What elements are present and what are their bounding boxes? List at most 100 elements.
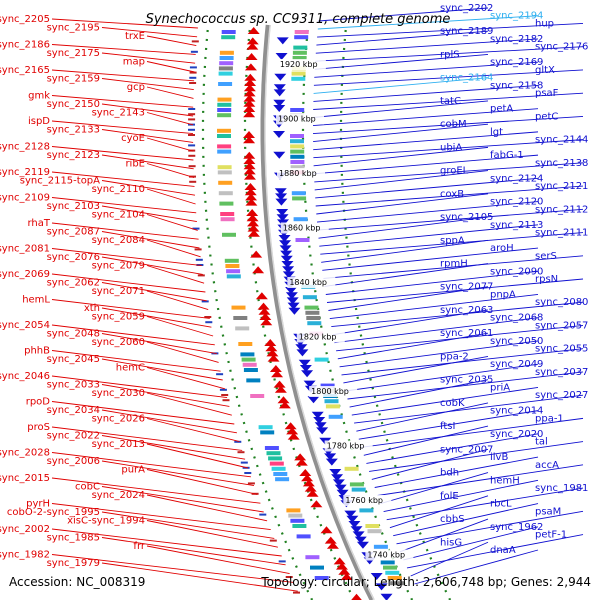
gene-label[interactable]: bdh — [440, 468, 459, 479]
gene-label[interactable]: sync_2068 — [490, 313, 543, 324]
gene-label[interactable]: coxB — [440, 189, 464, 200]
gene-label[interactable]: sync_1962 — [490, 522, 543, 533]
gene-label[interactable]: hup — [535, 18, 554, 29]
gene-label[interactable]: tatC — [440, 96, 461, 107]
gene-label[interactable]: sync_2059 — [92, 312, 145, 323]
gene-label[interactable]: lgt — [490, 127, 503, 138]
gene-label[interactable]: pnpA — [490, 289, 516, 300]
gene-label[interactable]: xth — [84, 303, 100, 314]
gene-label[interactable]: sync_2014 — [490, 406, 543, 417]
gene-label[interactable]: sync_1985 — [47, 533, 100, 544]
gene-label[interactable]: sync_2030 — [92, 388, 145, 399]
gene-label[interactable]: sync_2090 — [490, 266, 543, 277]
gene-label[interactable]: sync_2054 — [0, 320, 50, 331]
gene-label[interactable]: sync_2048 — [47, 329, 100, 340]
gene-label[interactable]: tal — [535, 437, 548, 448]
gene-label[interactable]: ftsI — [440, 421, 455, 432]
gene-label[interactable]: sync_2120 — [490, 197, 543, 208]
gene-label[interactable]: sync_2115-topA — [20, 176, 100, 187]
gene-label[interactable]: sync_2022 — [47, 431, 100, 442]
gene-label[interactable]: dnaA — [490, 545, 516, 556]
gene-label[interactable]: sppA — [440, 235, 465, 246]
gene-label[interactable]: sync_2194 — [490, 11, 543, 22]
gene-label[interactable]: accA — [535, 460, 559, 471]
gene-label[interactable]: sync_2109 — [0, 193, 50, 204]
gene-label[interactable]: sync_2112 — [535, 204, 588, 215]
gene-label[interactable]: sync_2049 — [490, 359, 543, 370]
gene-label[interactable]: pyrH — [26, 499, 50, 510]
gene-label[interactable]: sync_2087 — [47, 227, 100, 238]
gene-label[interactable]: sync_2071 — [92, 286, 145, 297]
gene-label[interactable]: psaF — [535, 88, 559, 99]
gene-label[interactable]: sync_1981 — [535, 483, 588, 494]
gene-label[interactable]: sync_2060 — [92, 337, 145, 348]
gene-label[interactable]: sync_2111 — [535, 228, 588, 239]
gene-label[interactable]: sync_2024 — [92, 490, 145, 501]
gene-label[interactable]: sync_2076 — [47, 252, 100, 263]
gene-label[interactable]: sync_2186 — [0, 40, 50, 51]
gene-label[interactable]: rplS — [440, 49, 460, 60]
gene-label[interactable]: sync_2182 — [490, 34, 543, 45]
gene-label[interactable]: sync_2150 — [47, 99, 100, 110]
gene-label[interactable]: sync_2046 — [0, 371, 50, 382]
gene-label[interactable]: sync_2015 — [0, 473, 50, 484]
gene-label[interactable]: sync_2007 — [440, 444, 493, 455]
gene-label[interactable]: phhB — [24, 346, 50, 357]
gene-label[interactable]: sync_2133 — [47, 125, 100, 136]
gene-label[interactable]: trxE — [125, 31, 145, 42]
gene-label[interactable]: frr — [133, 541, 145, 552]
gene-label[interactable]: sync_2061 — [440, 328, 493, 339]
gene-label[interactable]: sync_2027 — [535, 390, 588, 401]
gene-label[interactable]: sync_2080 — [535, 297, 588, 308]
gene-label[interactable]: rhaT — [27, 218, 50, 229]
gene-label[interactable]: sync_2069 — [0, 269, 50, 280]
gene-label[interactable]: xisC-sync_1994 — [67, 516, 145, 527]
gene-label[interactable]: rpmH — [440, 259, 468, 270]
gene-label[interactable]: sync_2033 — [47, 380, 100, 391]
gene-label[interactable]: groEL — [440, 166, 469, 177]
gene-label[interactable]: ribE — [125, 159, 145, 170]
gene-label[interactable]: sync_2063 — [440, 305, 493, 316]
gene-label[interactable]: sync_2119 — [0, 167, 50, 178]
gene-label[interactable]: cobC — [75, 482, 100, 493]
gene-label[interactable]: sync_2113 — [490, 220, 543, 231]
gene-label[interactable]: sync_2195 — [47, 23, 100, 34]
gene-label[interactable]: sync_2176 — [535, 42, 588, 53]
gene-label[interactable]: rbcL — [490, 499, 512, 510]
gene-label[interactable]: hemH — [490, 475, 520, 486]
gene-label[interactable]: sync_2121 — [535, 181, 588, 192]
gene-label[interactable]: rpsN — [535, 274, 558, 285]
gene-label[interactable]: sync_2143 — [92, 108, 145, 119]
gene-label[interactable]: sync_2138 — [535, 158, 588, 169]
gene-label[interactable]: purA — [121, 465, 145, 476]
gene-label[interactable]: sync_2175 — [47, 48, 100, 59]
gene-label[interactable]: sync_2123 — [47, 150, 100, 161]
gene-label[interactable]: sync_2028 — [0, 448, 50, 459]
gene-label[interactable]: cobO-2-sync_1995 — [7, 507, 100, 518]
gene-label[interactable]: cobM — [440, 119, 467, 130]
gene-label[interactable]: priA — [490, 382, 510, 393]
gene-label[interactable]: serS — [535, 251, 557, 262]
gene-label[interactable]: sync_1979 — [47, 558, 100, 569]
gene-label[interactable]: sync_2055 — [535, 344, 588, 355]
gene-label[interactable]: sync_2037 — [535, 367, 588, 378]
gene-label[interactable]: sync_2105 — [440, 212, 493, 223]
gene-label[interactable]: sync_2020 — [490, 429, 543, 440]
gene-label[interactable]: rpoD — [26, 397, 51, 408]
gene-label[interactable]: gmk — [28, 91, 50, 102]
gene-label[interactable]: sync_2062 — [47, 278, 100, 289]
gene-label[interactable]: cobK — [440, 398, 465, 409]
gene-label[interactable]: ilvB — [490, 452, 508, 463]
gene-label[interactable]: sync_2104 — [92, 210, 145, 221]
gene-label[interactable]: aroH — [490, 243, 514, 254]
gene-label[interactable]: cbbS — [440, 514, 465, 525]
gene-label[interactable]: sync_2035 — [440, 375, 493, 386]
gene-label[interactable]: petA — [490, 104, 513, 115]
gene-label[interactable]: sync_2002 — [0, 524, 50, 535]
gene-label[interactable]: sync_2144 — [535, 135, 588, 146]
gene-label[interactable]: sync_2045 — [47, 354, 100, 365]
gene-label[interactable]: petF-1 — [535, 530, 567, 541]
gene-label[interactable]: ppa-2 — [440, 351, 469, 362]
gene-label[interactable]: hemL — [22, 295, 50, 306]
